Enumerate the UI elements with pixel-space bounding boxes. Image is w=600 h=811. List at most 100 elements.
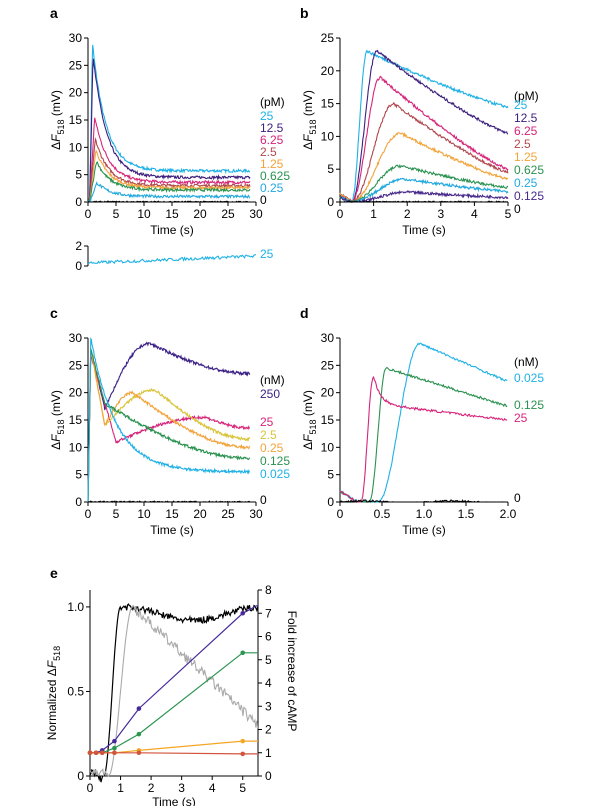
- y-tick-label: 0: [75, 195, 82, 209]
- series-line-0: [339, 200, 509, 203]
- legend-label-0.125: 0.125: [260, 454, 290, 468]
- x-tick-label: 25: [221, 507, 235, 521]
- camp-point-green: [136, 731, 142, 737]
- y-tick-label: 15: [321, 97, 335, 111]
- series-line-0: [87, 500, 251, 503]
- inset-label: 25: [260, 247, 274, 261]
- panel-label-a: a: [50, 5, 58, 21]
- legend-label-0.25: 0.25: [514, 176, 538, 190]
- camp-line-purple: [90, 604, 259, 754]
- legend-unit: (pM): [514, 89, 539, 103]
- series-line-25: [87, 352, 251, 503]
- x-tick-label: 5: [113, 207, 120, 221]
- x-axis-title: Time (s): [402, 223, 446, 237]
- legend-label-25: 25: [514, 98, 528, 112]
- x-tick-label: 25: [221, 207, 235, 221]
- legend-label-2.5: 2.5: [260, 145, 277, 159]
- legend-label-6.25: 6.25: [514, 124, 538, 138]
- y-tick-label: 25: [69, 358, 83, 372]
- x-tick-label: 5: [239, 781, 246, 795]
- x-tick-label: 3: [437, 207, 444, 221]
- y-tick-label: 30: [69, 331, 83, 345]
- series-line-0: [339, 498, 508, 504]
- y-tick-label: 20: [321, 64, 335, 78]
- x-axis-title: Time (s): [152, 795, 196, 806]
- x-tick-label: 20: [193, 507, 207, 521]
- y-tick-label: 0.5: [67, 684, 84, 698]
- camp-point-red: [112, 750, 117, 756]
- y-axis-title: ΔF518 (mV): [301, 90, 318, 150]
- x-tick-label: 0: [87, 781, 94, 795]
- y-tick-label: 30: [321, 331, 335, 345]
- x-tick-label: 30: [249, 207, 263, 221]
- y-tick-label: 15: [69, 113, 83, 127]
- x-tick-label: 1: [117, 781, 124, 795]
- camp-point-green: [240, 650, 246, 656]
- x-tick-label: 15: [165, 207, 179, 221]
- series-line-25: [87, 44, 251, 203]
- camp-point-orange: [240, 738, 246, 744]
- x-tick-label: 0: [85, 507, 92, 521]
- x-tick-label: 0: [337, 207, 344, 221]
- legend-label-6.25: 6.25: [260, 133, 284, 147]
- y2-tick-label: 0: [265, 769, 272, 783]
- x-tick-label: 5: [113, 507, 120, 521]
- y2-tick-label: 4: [265, 676, 272, 690]
- series-line-0.25: [339, 177, 509, 203]
- y-tick-label: 0: [77, 769, 84, 783]
- x-axis-title: Time (s): [150, 223, 194, 237]
- legend-label-25: 25: [260, 415, 274, 429]
- y-tick-label: 5: [327, 162, 334, 176]
- legend-label-0.125: 0.125: [514, 189, 544, 203]
- y2-axis-title: Fold increase of cAMP: [285, 611, 299, 732]
- legend-label-2.5: 2.5: [260, 428, 277, 442]
- legend-label-0.025: 0.025: [514, 371, 544, 385]
- legend-label-1.25: 1.25: [260, 157, 284, 171]
- legend-label-25: 25: [260, 109, 274, 123]
- y2-tick-label: 3: [265, 699, 272, 713]
- x-tick-label: 20: [193, 207, 207, 221]
- panel-label-d: d: [300, 305, 309, 321]
- legend-unit: (pM): [260, 95, 285, 109]
- y-tick-label: 10: [321, 129, 335, 143]
- y-tick-label: 10: [321, 440, 335, 454]
- x-tick-label: 0: [85, 207, 92, 221]
- series-line-0.625: [339, 164, 509, 203]
- camp-point-red: [87, 750, 93, 756]
- series-line-0.125: [339, 366, 508, 503]
- y2-tick-label: 7: [265, 606, 272, 620]
- y-tick-label: 10: [69, 440, 83, 454]
- x-axis-title: Time (s): [402, 523, 446, 537]
- trace-black: [89, 603, 259, 783]
- y-axis-title: ΔF518 (mV): [49, 390, 66, 450]
- x-tick-label: 5: [505, 207, 512, 221]
- x-tick-label: 30: [249, 507, 263, 521]
- series-line-0.025: [87, 337, 251, 503]
- panel-label-b: b: [300, 5, 309, 21]
- series-line-1.25: [339, 132, 509, 203]
- x-tick-label: 1: [370, 207, 377, 221]
- camp-point-purple: [136, 706, 142, 711]
- y2-tick-label: 5: [265, 653, 272, 667]
- y-tick-label: 10: [69, 140, 83, 154]
- y-axis-title: Normalized ΔF518: [45, 646, 62, 740]
- x-tick-label: 2: [148, 781, 155, 795]
- series-line-0.125: [87, 348, 251, 502]
- y-tick-label: 1.0: [67, 600, 84, 614]
- y-tick-label: 5: [327, 468, 334, 482]
- y-tick-label: 0: [75, 495, 82, 509]
- y-tick-label: 30: [69, 31, 83, 45]
- series-line-0.125: [339, 189, 509, 203]
- camp-point-red: [240, 751, 246, 757]
- y2-tick-label: 6: [265, 630, 272, 644]
- series-line-0.25: [88, 181, 251, 203]
- y-tick-label: 25: [321, 358, 335, 372]
- camp-point-red: [136, 750, 142, 756]
- panel-a-inset: 0 2 25: [75, 239, 273, 273]
- legend-label-0.25: 0.25: [260, 441, 284, 455]
- x-tick-label: 15: [165, 507, 179, 521]
- series-line-25: [340, 375, 508, 503]
